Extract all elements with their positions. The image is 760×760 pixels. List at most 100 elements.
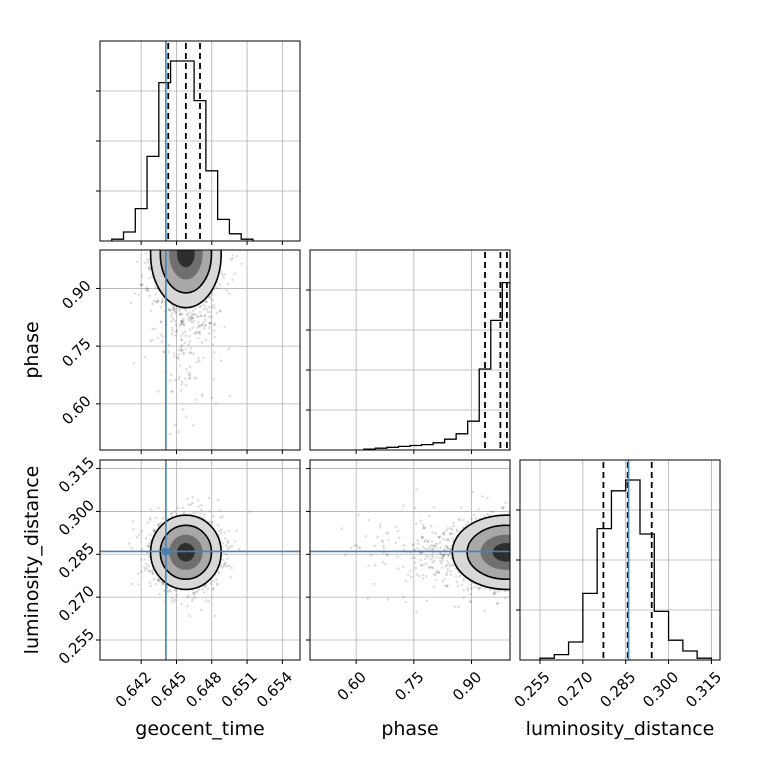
sample-point (525, 581, 528, 584)
sample-point (148, 581, 151, 584)
sample-point (148, 544, 151, 548)
sample-point (517, 562, 520, 565)
sample-point (533, 527, 536, 530)
sample-point (148, 569, 152, 573)
sample-point (416, 539, 420, 542)
sample-point (194, 307, 197, 311)
sample-point (445, 584, 449, 588)
sample-point (190, 245, 193, 248)
sample-point (174, 245, 177, 248)
sample-point (156, 243, 159, 246)
sample-point (511, 543, 514, 546)
sample-point (425, 574, 428, 578)
sample-point (182, 246, 185, 249)
sample-point (512, 570, 515, 573)
sample-point (516, 563, 519, 566)
sample-point (200, 608, 203, 612)
sample-point (217, 245, 220, 248)
sample-point (161, 227, 164, 230)
sample-point (554, 556, 557, 559)
sample-point (440, 556, 444, 560)
sample-point (156, 336, 160, 340)
sample-point (430, 566, 434, 569)
sample-point (556, 571, 559, 574)
sample-point (226, 547, 230, 551)
sample-point (516, 541, 519, 544)
sample-point (176, 329, 179, 332)
sample-point (522, 515, 525, 518)
sample-point (160, 228, 163, 231)
sample-point (184, 347, 188, 351)
sample-point (215, 196, 218, 199)
sample-point (203, 314, 207, 317)
sample-point (437, 536, 440, 539)
sample-point (531, 579, 534, 582)
sample-point (182, 208, 185, 211)
sample-point (529, 571, 532, 574)
sample-point (152, 528, 156, 532)
sample-point (156, 224, 159, 227)
sample-point (455, 530, 459, 533)
sample-point (227, 245, 230, 248)
y-tick-label: 0.270 (55, 582, 98, 625)
sample-point (447, 561, 450, 565)
sample-point (516, 535, 519, 538)
sample-point (170, 596, 174, 600)
sample-point (446, 546, 449, 550)
sample-point (426, 540, 430, 544)
sample-point (511, 559, 514, 562)
sample-point (547, 539, 550, 542)
sample-point (483, 587, 487, 590)
sample-point (222, 276, 225, 279)
sample-point (233, 272, 237, 275)
sample-point (184, 244, 187, 247)
sample-point (168, 588, 172, 592)
sample-point (182, 246, 185, 249)
sample-point (515, 530, 518, 533)
sample-point (129, 301, 133, 304)
sample-point (193, 312, 197, 316)
sample-point (182, 352, 185, 356)
sample-point (488, 588, 492, 592)
sample-point (190, 321, 194, 324)
sample-point (426, 547, 429, 551)
sample-point (451, 532, 454, 535)
sample-point (495, 602, 499, 606)
sample-point (135, 260, 139, 264)
sample-point (206, 230, 209, 233)
sample-point (145, 567, 149, 570)
truth-marker (162, 547, 170, 555)
sample-point (373, 563, 377, 567)
sample-point (545, 540, 548, 543)
sample-point (517, 550, 520, 553)
sample-point (154, 285, 157, 289)
sample-point (514, 550, 517, 553)
sample-point (191, 182, 194, 185)
sample-point (543, 553, 546, 556)
sample-point (516, 533, 519, 536)
sample-point (522, 556, 525, 559)
sample-point (143, 261, 147, 265)
x-axis-label-luminosity-distance: luminosity_distance (526, 718, 715, 740)
sample-point (172, 307, 175, 310)
sample-point (184, 244, 187, 247)
y-tick-label: 0.60 (58, 392, 94, 428)
sample-point (544, 562, 547, 565)
sample-point (146, 521, 149, 525)
density-level (492, 543, 510, 562)
sample-point (151, 327, 155, 331)
sample-point (194, 235, 197, 238)
sample-point (534, 540, 537, 543)
sample-point (230, 566, 234, 570)
sample-point (516, 547, 519, 550)
sample-point (541, 548, 544, 551)
sample-point (214, 402, 218, 406)
sample-point (529, 556, 532, 559)
sample-point (197, 588, 201, 591)
sample-point (179, 201, 182, 204)
sample-point (366, 597, 370, 600)
sample-point (516, 542, 519, 545)
sample-point (517, 580, 520, 583)
sample-point (197, 219, 200, 222)
sample-point (438, 559, 442, 563)
